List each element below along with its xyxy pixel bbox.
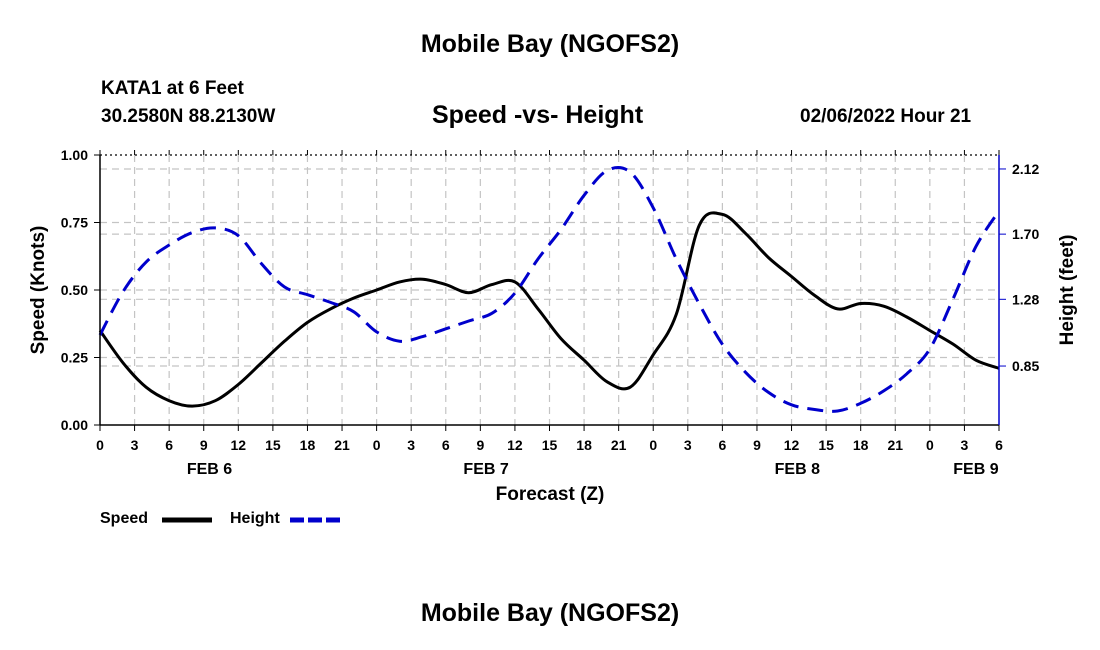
date-label: FEB 6 <box>187 461 232 478</box>
x-tick-label: 12 <box>231 437 247 453</box>
grid-layer <box>100 155 999 425</box>
y-tick-label: 0.25 <box>61 350 88 366</box>
x-tick-label: 15 <box>542 437 558 453</box>
footer-title: Mobile Bay (NGOFS2) <box>420 599 680 627</box>
x-tick-label: 12 <box>784 437 800 453</box>
y2-axis-title: Height (feet) <box>1057 235 1078 346</box>
x-tick-label: 6 <box>442 437 450 453</box>
legend-height-label: Height <box>230 510 280 527</box>
date-label: FEB 7 <box>463 461 508 478</box>
x-tick-label: 0 <box>96 437 104 453</box>
x-tick-label: 15 <box>818 437 834 453</box>
date-label: FEB 9 <box>953 461 998 478</box>
x-tick-label: 0 <box>373 437 381 453</box>
y-tick-label: 0.00 <box>61 417 88 433</box>
x-tick-label: 21 <box>887 437 903 453</box>
x-tick-label: 3 <box>684 437 692 453</box>
x-tick-label: 12 <box>507 437 523 453</box>
y-axis-title: Speed (Knots) <box>28 226 49 355</box>
x-tick-label: 0 <box>926 437 934 453</box>
date-label: FEB 8 <box>775 461 820 478</box>
x-tick-label: 0 <box>649 437 657 453</box>
x-tick-label: 9 <box>200 437 208 453</box>
chart-subtitle: Speed -vs- Height <box>432 101 644 129</box>
x-tick-label: 21 <box>611 437 627 453</box>
y-tick-label: 0.75 <box>61 215 88 231</box>
x-tick-label: 6 <box>995 437 1003 453</box>
x-tick-label: 6 <box>165 437 173 453</box>
station-coordinates: 30.2580N 88.2130W <box>101 106 276 127</box>
x-tick-label: 6 <box>718 437 726 453</box>
labels-layer: 0 3 6 9 12 15 18 21 0 3 6 9 12 15 18 21 0 3 6 9 12 15 18 21 0 3 6 0… <box>28 147 1078 505</box>
y2-tick-label: 0.85 <box>1012 358 1039 374</box>
series-layer <box>98 166 1001 413</box>
x-tick-label: 3 <box>131 437 139 453</box>
x-tick-label: 3 <box>407 437 415 453</box>
forecast-datetime: 02/06/2022 Hour 21 <box>800 106 972 127</box>
legend-speed-label: Speed <box>100 510 149 527</box>
series-speed-line <box>98 211 1000 408</box>
y-tick-label: 0.50 <box>61 282 88 298</box>
x-tick-label: 18 <box>300 437 316 453</box>
x-tick-label: 18 <box>576 437 592 453</box>
y2-tick-label: 2.12 <box>1012 161 1039 177</box>
x-tick-label: 21 <box>334 437 350 453</box>
x-tick-label: 9 <box>753 437 761 453</box>
x-axis-title: Forecast (Z) <box>496 484 605 505</box>
y-tick-label: 1.00 <box>61 147 88 163</box>
station-label: KATA1 at 6 Feet <box>101 78 244 99</box>
x-tick-label: 18 <box>853 437 869 453</box>
x-tick-label: 9 <box>476 437 484 453</box>
chart-title: Mobile Bay (NGOFS2) <box>420 30 680 58</box>
axes-layer <box>94 150 1006 431</box>
y2-tick-label: 1.70 <box>1012 226 1039 242</box>
series-height-line <box>98 166 1001 413</box>
y2-tick-label: 1.28 <box>1012 291 1039 307</box>
x-tick-label: 3 <box>961 437 969 453</box>
x-tick-label: 15 <box>265 437 281 453</box>
